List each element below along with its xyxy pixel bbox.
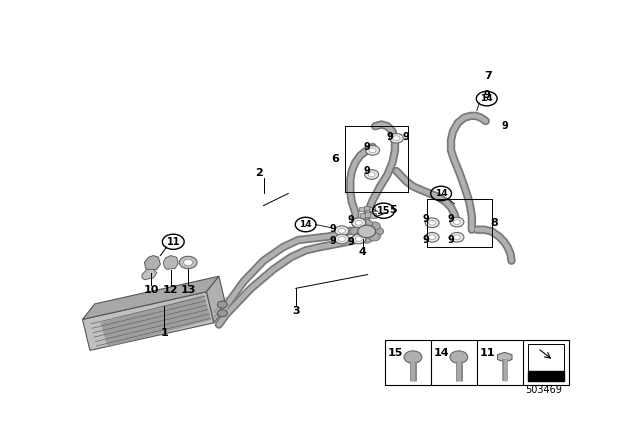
Circle shape	[184, 259, 193, 266]
Circle shape	[179, 256, 197, 269]
Polygon shape	[370, 214, 376, 218]
Text: 6: 6	[332, 154, 339, 164]
Polygon shape	[83, 292, 214, 350]
Circle shape	[429, 220, 436, 225]
Circle shape	[361, 220, 372, 228]
Text: 14: 14	[300, 220, 312, 229]
Polygon shape	[364, 206, 370, 210]
Text: 12: 12	[163, 285, 179, 295]
Circle shape	[368, 172, 375, 177]
Circle shape	[355, 237, 362, 241]
Circle shape	[335, 234, 349, 244]
Polygon shape	[163, 255, 178, 269]
Text: 14: 14	[434, 348, 449, 358]
Polygon shape	[207, 276, 227, 323]
Text: 15: 15	[377, 206, 390, 216]
Text: 4: 4	[359, 247, 367, 257]
Circle shape	[218, 301, 227, 308]
Text: 9: 9	[348, 215, 355, 225]
Circle shape	[425, 233, 439, 242]
Circle shape	[335, 226, 349, 236]
Text: 9: 9	[330, 224, 337, 234]
Circle shape	[404, 351, 422, 363]
Polygon shape	[359, 207, 365, 211]
Circle shape	[369, 222, 380, 230]
Circle shape	[450, 217, 464, 227]
Circle shape	[390, 134, 403, 143]
Text: 9: 9	[403, 132, 410, 142]
Text: 9: 9	[501, 121, 508, 131]
Text: 9: 9	[330, 236, 337, 246]
Circle shape	[454, 220, 460, 224]
Text: 13: 13	[180, 285, 196, 295]
Circle shape	[365, 170, 379, 179]
Circle shape	[353, 233, 365, 241]
Text: 7: 7	[484, 71, 492, 81]
Circle shape	[429, 235, 436, 240]
Polygon shape	[360, 214, 366, 218]
Text: 14: 14	[481, 94, 493, 103]
Text: 10: 10	[143, 285, 159, 295]
Text: 9: 9	[447, 214, 454, 224]
Circle shape	[369, 233, 380, 241]
Text: 9: 9	[387, 132, 394, 142]
Text: 9: 9	[483, 90, 490, 100]
Circle shape	[339, 228, 346, 233]
Circle shape	[358, 225, 376, 237]
Circle shape	[339, 237, 346, 241]
Circle shape	[361, 235, 372, 243]
Circle shape	[365, 146, 380, 155]
Text: 3: 3	[292, 306, 300, 316]
Circle shape	[350, 227, 362, 236]
Text: 503469: 503469	[525, 385, 562, 395]
Circle shape	[352, 218, 365, 228]
Circle shape	[352, 234, 365, 244]
Polygon shape	[497, 352, 512, 362]
Polygon shape	[100, 295, 211, 347]
Text: 2: 2	[255, 168, 262, 178]
Circle shape	[372, 227, 383, 236]
Circle shape	[369, 148, 376, 153]
Circle shape	[454, 235, 460, 240]
Polygon shape	[145, 255, 161, 271]
Text: 11: 11	[479, 348, 495, 358]
Circle shape	[218, 310, 227, 317]
Text: 14: 14	[435, 189, 447, 198]
Text: 5: 5	[390, 205, 397, 215]
Circle shape	[353, 222, 365, 230]
FancyBboxPatch shape	[527, 344, 564, 382]
Text: 11: 11	[166, 237, 180, 247]
Polygon shape	[83, 276, 219, 319]
FancyBboxPatch shape	[385, 340, 568, 385]
Text: 9: 9	[348, 237, 355, 247]
Text: 9: 9	[447, 235, 454, 245]
Text: 9: 9	[423, 214, 429, 224]
Polygon shape	[527, 371, 564, 382]
Text: 1: 1	[161, 328, 168, 338]
Polygon shape	[142, 269, 157, 280]
Circle shape	[450, 351, 468, 363]
Text: 15: 15	[388, 348, 403, 358]
Circle shape	[393, 136, 400, 141]
Text: 9: 9	[423, 235, 429, 245]
Text: 9: 9	[364, 166, 370, 176]
Circle shape	[425, 218, 439, 228]
Text: 9: 9	[364, 142, 370, 152]
Circle shape	[450, 233, 464, 242]
Circle shape	[355, 220, 362, 225]
Text: 8: 8	[490, 218, 498, 228]
Polygon shape	[369, 207, 375, 211]
Polygon shape	[365, 212, 371, 216]
